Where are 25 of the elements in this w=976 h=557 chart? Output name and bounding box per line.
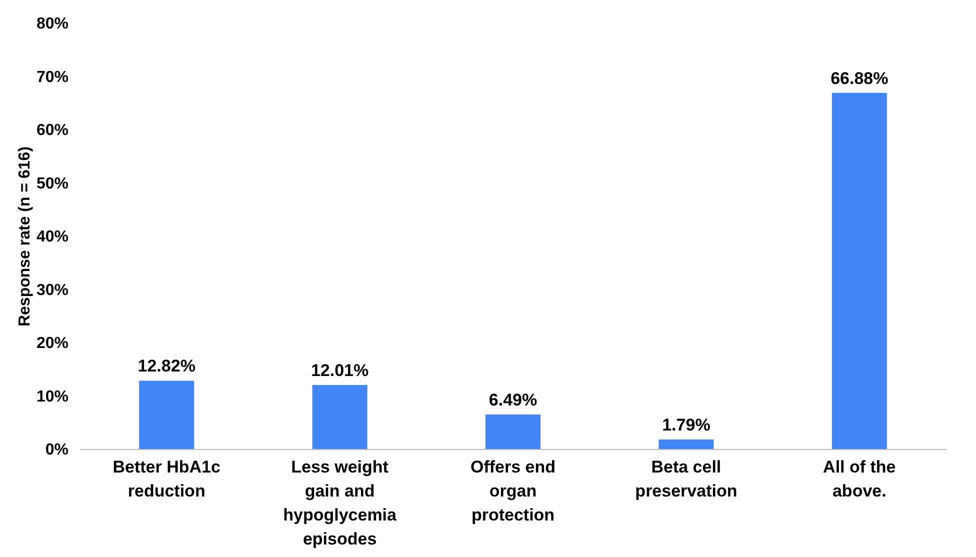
y-tick-label: 0% <box>45 442 68 458</box>
data-label: 66.88% <box>830 68 888 88</box>
y-tick-label: 40% <box>36 228 68 246</box>
x-tick-label: All of the above. <box>823 458 896 500</box>
data-label: 12.01% <box>310 361 369 380</box>
y-tick-label: 30% <box>36 282 68 299</box>
bar <box>832 92 887 449</box>
y-tick-label: 80% <box>36 16 68 32</box>
data-label: 6.49% <box>488 390 538 410</box>
y-tick-label: 70% <box>36 68 68 86</box>
y-tick-label: 20% <box>36 335 68 352</box>
y-axis-title: Response rate (n = 616) <box>16 146 34 327</box>
x-tick-label: Better HbA1c reduction <box>112 458 220 500</box>
bar <box>312 385 368 449</box>
x-tick-label: Offers end organ protection <box>470 458 556 524</box>
y-tick-label: 60% <box>36 122 68 139</box>
y-tick-label: 50% <box>36 175 68 192</box>
data-label: 1.79% <box>662 415 710 434</box>
data-label: 12.82% <box>138 356 196 376</box>
bar <box>486 414 540 449</box>
bar <box>658 439 714 449</box>
bar <box>139 380 194 449</box>
x-tick-label: Beta cell preservation <box>635 458 738 500</box>
y-tick-label: 10% <box>36 388 68 406</box>
x-tick-label: Less weight gain and hypoglycemia episodes <box>283 458 398 548</box>
